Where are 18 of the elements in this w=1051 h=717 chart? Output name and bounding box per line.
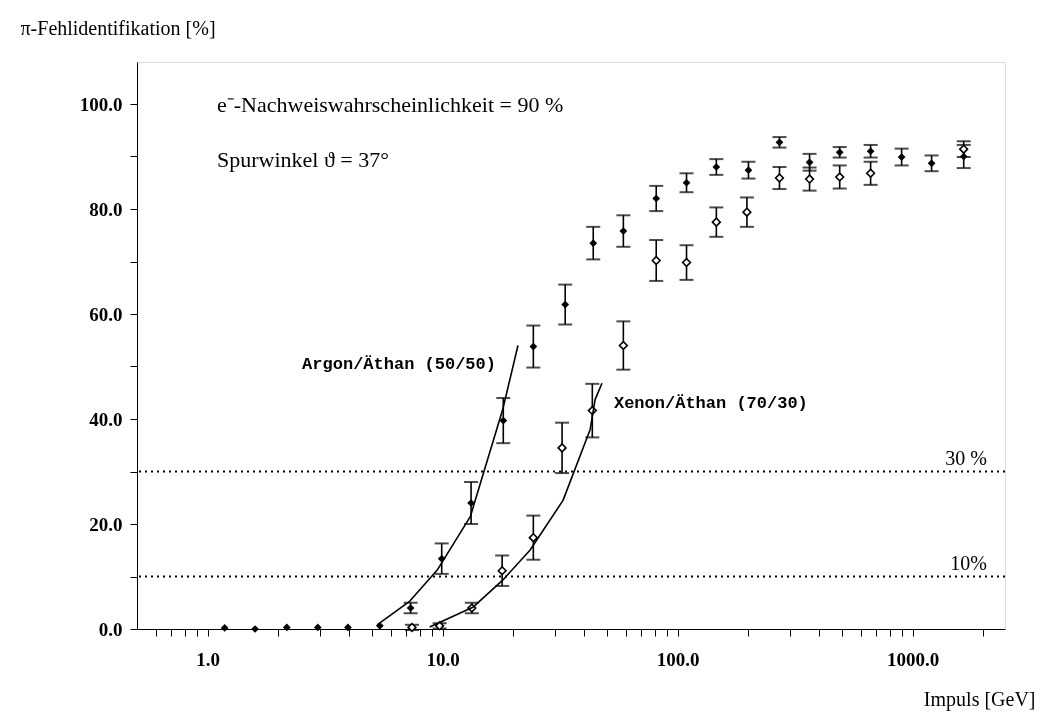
y-tick-label: 60.0 [89, 303, 123, 325]
ref-line-label: 30 % [945, 446, 987, 469]
x-tick-label: 100.0 [656, 648, 700, 670]
y-tick-label: 20.0 [89, 513, 123, 535]
annotation: Spurwinkel ϑ = 37° [217, 147, 390, 172]
y-tick-label: 80.0 [89, 198, 123, 220]
y-tick-label: 100.0 [79, 93, 123, 115]
x-tick-label: 1000.0 [887, 648, 940, 670]
x-tick-label: 10.0 [426, 648, 460, 670]
x-tick-label: 1.0 [196, 648, 221, 670]
series-label: Argon/Äthan (50/50) [302, 354, 496, 374]
y-axis-title: π-Fehlidentifikation [%] [20, 16, 216, 39]
annotation: e⁻-Nachweiswahrscheinlichkeit = 90 % [217, 92, 564, 117]
y-tick-label: 0.0 [98, 618, 123, 640]
x-axis-title: Impuls [GeV] [923, 687, 1036, 711]
ref-line-label: 10% [950, 551, 987, 574]
y-tick-label: 40.0 [89, 408, 123, 430]
series-label: Xenon/Äthan (70/30) [613, 394, 808, 414]
